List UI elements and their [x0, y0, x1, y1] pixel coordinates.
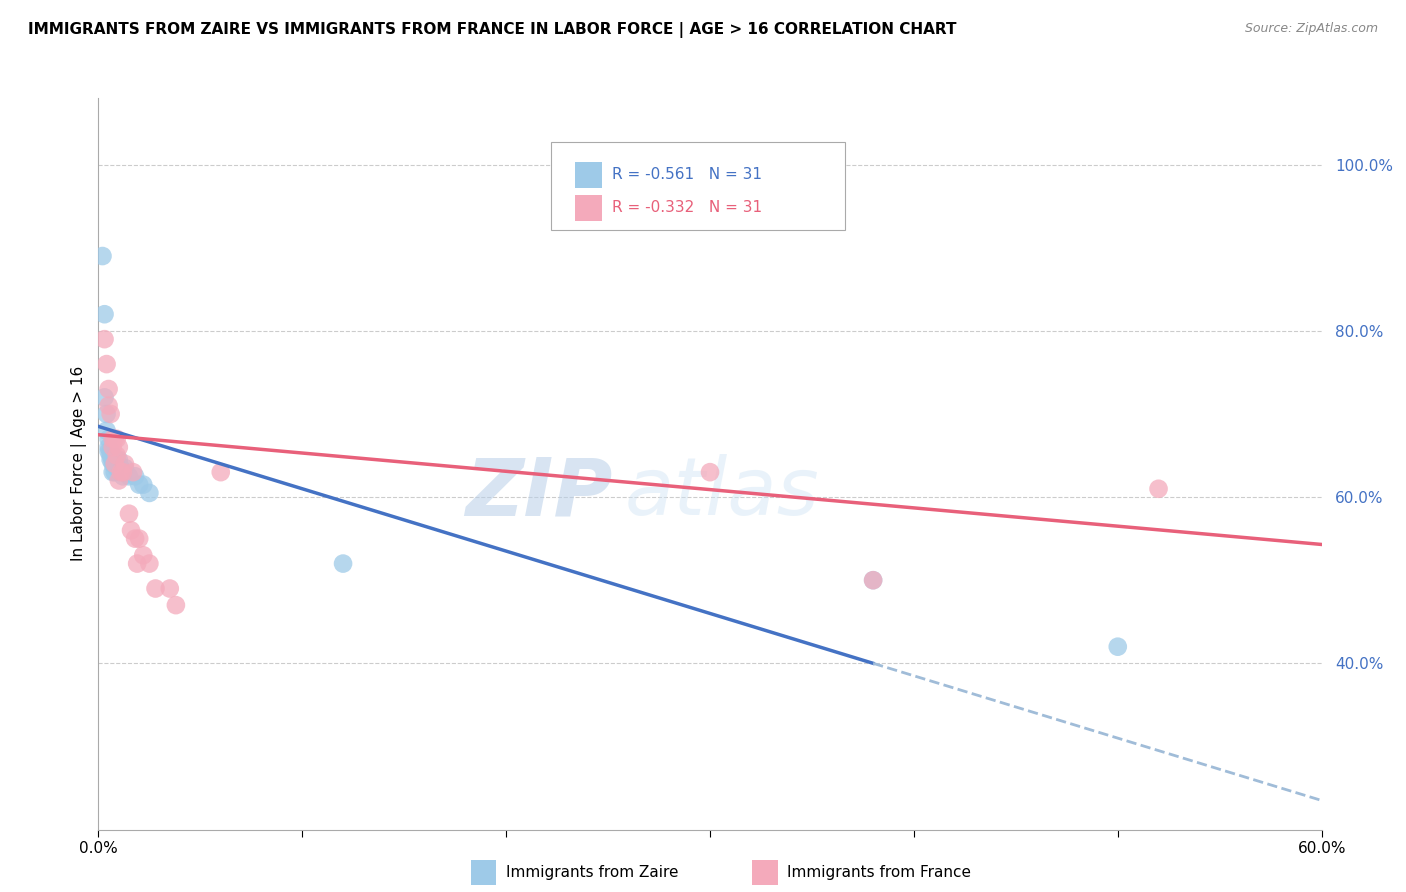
- Point: [96, 407, 118, 421]
- Point: [209, 465, 232, 479]
- Point: [108, 461, 131, 475]
- Point: [122, 465, 145, 479]
- Point: [108, 474, 131, 488]
- Point: [93, 332, 115, 346]
- Point: [127, 557, 149, 571]
- Point: [118, 469, 141, 483]
- Point: [93, 307, 115, 321]
- Point: [1107, 640, 1129, 654]
- Point: [104, 457, 127, 471]
- Point: [91, 249, 114, 263]
- Point: [111, 469, 134, 483]
- Point: [862, 573, 884, 587]
- FancyBboxPatch shape: [575, 194, 602, 221]
- Point: [97, 399, 120, 413]
- Point: [159, 582, 181, 596]
- Point: [104, 465, 127, 479]
- Point: [105, 449, 128, 463]
- FancyBboxPatch shape: [551, 142, 845, 230]
- Text: Immigrants from France: Immigrants from France: [787, 865, 972, 880]
- Point: [100, 452, 122, 467]
- Point: [111, 465, 134, 479]
- Point: [128, 477, 150, 491]
- Point: [101, 465, 124, 479]
- Point: [124, 532, 146, 546]
- Point: [100, 444, 122, 458]
- Point: [110, 461, 132, 475]
- Point: [101, 440, 124, 454]
- Y-axis label: In Labor Force | Age > 16: In Labor Force | Age > 16: [72, 367, 87, 561]
- Point: [100, 407, 122, 421]
- Point: [138, 557, 160, 571]
- Point: [104, 452, 127, 467]
- Point: [97, 432, 120, 446]
- Point: [96, 424, 118, 438]
- Point: [100, 449, 122, 463]
- Point: [132, 548, 155, 563]
- Text: ZIP: ZIP: [465, 454, 612, 533]
- Point: [145, 582, 167, 596]
- Text: R = -0.561   N = 31: R = -0.561 N = 31: [612, 168, 762, 183]
- Point: [118, 507, 141, 521]
- Point: [124, 469, 146, 483]
- Point: [97, 440, 120, 454]
- Point: [128, 532, 150, 546]
- Point: [101, 452, 124, 467]
- FancyBboxPatch shape: [575, 161, 602, 188]
- Point: [138, 486, 160, 500]
- Point: [101, 457, 124, 471]
- Point: [97, 444, 120, 458]
- Point: [108, 452, 131, 467]
- Point: [114, 461, 136, 475]
- Point: [862, 573, 884, 587]
- Text: atlas: atlas: [624, 454, 820, 533]
- Point: [101, 432, 124, 446]
- Point: [120, 524, 142, 538]
- Point: [96, 357, 118, 371]
- Text: R = -0.332   N = 31: R = -0.332 N = 31: [612, 201, 762, 215]
- Point: [132, 477, 155, 491]
- Point: [165, 598, 187, 612]
- Point: [108, 440, 131, 454]
- Text: Immigrants from Zaire: Immigrants from Zaire: [506, 865, 679, 880]
- Point: [105, 452, 128, 467]
- Point: [93, 390, 115, 404]
- Point: [332, 557, 354, 571]
- Point: [105, 432, 128, 446]
- Point: [699, 465, 721, 479]
- Point: [1147, 482, 1170, 496]
- Point: [114, 457, 136, 471]
- Point: [110, 465, 132, 479]
- Point: [104, 432, 127, 446]
- Point: [97, 382, 120, 396]
- Text: Source: ZipAtlas.com: Source: ZipAtlas.com: [1244, 22, 1378, 36]
- Text: IMMIGRANTS FROM ZAIRE VS IMMIGRANTS FROM FRANCE IN LABOR FORCE | AGE > 16 CORREL: IMMIGRANTS FROM ZAIRE VS IMMIGRANTS FROM…: [28, 22, 956, 38]
- Point: [105, 461, 128, 475]
